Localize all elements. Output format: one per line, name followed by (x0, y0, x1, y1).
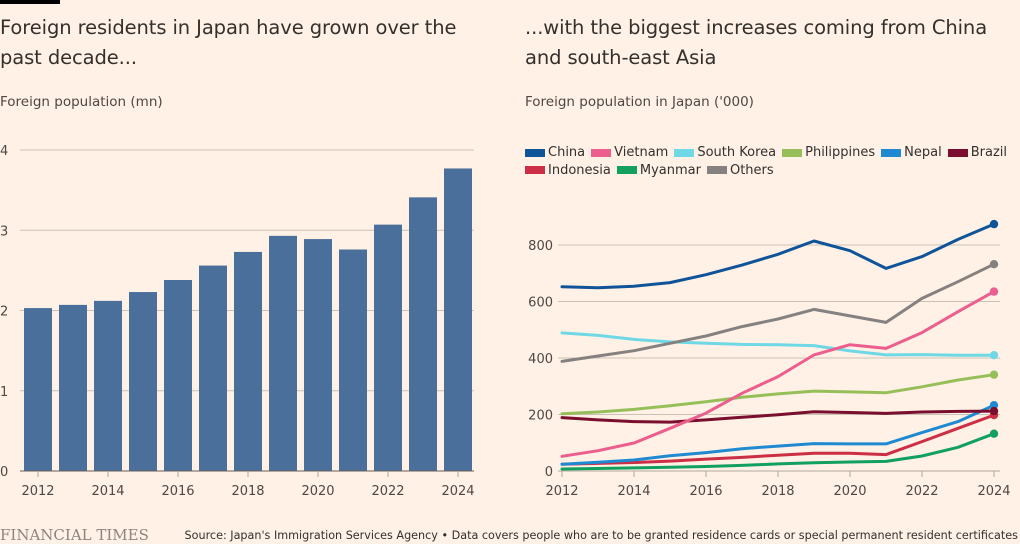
legend-item-south-korea: South Korea (674, 144, 776, 161)
series-line-myanmar (560, 432, 996, 471)
x-tick-label: 2018 (761, 484, 794, 499)
series-line-indonesia (560, 413, 996, 466)
y-tick-label: 800 (528, 239, 553, 254)
legend-item-others: Others (706, 162, 774, 179)
legend-swatch (706, 166, 727, 174)
bar-2020 (304, 239, 332, 471)
legend-label: Vietnam (614, 145, 669, 160)
bar-chart: 0 1 2 3 4 2012 2014 2016 2018 2020 2022 2024 (0, 144, 475, 499)
x-tick-label: 2016 (689, 484, 722, 499)
x-tick-label: 2018 (231, 484, 264, 499)
legend-item-vietnam: Vietnam (591, 144, 668, 161)
x-tick-label: 2024 (441, 484, 474, 499)
bar-2013 (59, 304, 87, 471)
y-tick-label: 600 (528, 296, 553, 311)
x-tick-label: 2016 (161, 484, 194, 499)
legend-item-myanmar: Myanmar (616, 162, 701, 179)
left-chart-title: Foreign residents in Japan have grown ov… (0, 16, 457, 69)
legend-label: Brazil (970, 145, 1007, 160)
x-tick-label: 2012 (545, 484, 578, 499)
right-chart-subtitle: Foreign population in Japan ('000) (525, 94, 754, 110)
bar-2019 (269, 235, 297, 471)
end-marker-nepal (989, 400, 999, 410)
legend-label: Indonesia (548, 162, 611, 178)
legend-swatch (947, 148, 968, 157)
bar-2022 (374, 224, 402, 471)
x-tick-label: 2014 (91, 484, 124, 499)
bar-2017 (199, 265, 227, 471)
ft-logo: FINANCIAL TIMES (0, 526, 149, 544)
series-line-china (560, 222, 996, 290)
x-tick-label: 2022 (371, 484, 404, 499)
legend-swatch (881, 148, 902, 157)
legend-label: Myanmar (639, 162, 701, 178)
legend-label: South Korea (697, 145, 777, 160)
legend-swatch (525, 166, 545, 174)
legend-swatch (782, 148, 803, 157)
x-tick-label: 2024 (977, 484, 1010, 499)
end-marker-others (989, 260, 999, 269)
end-marker-vietnam (989, 287, 999, 296)
legend-label: China (548, 145, 586, 160)
y-tick-label: 400 (528, 352, 553, 367)
bar-2012 (24, 308, 52, 471)
bar-2024 (444, 168, 472, 471)
x-tick-label: 2022 (905, 484, 938, 499)
series-line-vietnam (560, 290, 996, 458)
series-line-brazil (560, 409, 996, 424)
bar-2016 (164, 280, 192, 471)
series-line-south-korea (560, 331, 996, 357)
legend-item-nepal: Nepal (881, 144, 942, 161)
legend-item-brazil: Brazil (947, 144, 1007, 161)
y-tick-label: 3 (0, 224, 8, 239)
end-marker-brazil (989, 406, 999, 416)
series-line-philippines (560, 373, 996, 416)
y-tick-label: 2 (0, 305, 8, 320)
x-tick-label: 2020 (301, 484, 334, 499)
x-tick-label: 2012 (21, 484, 54, 499)
x-tick-label: 2014 (617, 484, 650, 499)
series-line-others (560, 262, 996, 363)
legend-swatch (674, 148, 695, 157)
legend-label: Nepal (904, 145, 942, 160)
legend-item-philippines: Philippines (782, 144, 875, 161)
bar-2021 (339, 249, 367, 471)
legend-swatch (525, 148, 545, 157)
y-tick-label: 0 (545, 465, 553, 480)
end-marker-myanmar (989, 429, 999, 438)
legend-swatch (616, 166, 637, 174)
end-marker-china (989, 219, 999, 229)
y-tick-label: 4 (0, 144, 8, 159)
bar-2014 (94, 300, 122, 471)
y-tick-label: 200 (528, 409, 553, 424)
end-marker-philippines (989, 370, 999, 379)
legend-item-indonesia: Indonesia (525, 162, 611, 179)
ft-brand-bar (0, 0, 60, 4)
legend-label: Philippines (805, 145, 876, 160)
right-chart-title: ...with the biggest increases coming fro… (525, 16, 988, 69)
legend-swatch (591, 148, 612, 157)
source-note: Source: Japan's Immigration Services Age… (184, 529, 1018, 542)
bar-2023 (409, 197, 437, 471)
x-tick-label: 2020 (833, 484, 866, 499)
line-chart: 0 200 400 600 800 2012 2014 2016 2018 2020 2022 202… (528, 219, 1011, 499)
legend-label: Others (729, 162, 774, 178)
bar-2015 (129, 292, 157, 471)
y-tick-label: 0 (0, 465, 8, 480)
end-marker-south-korea (989, 350, 999, 360)
bar-2018 (234, 251, 262, 471)
legend-item-china: China (525, 144, 585, 161)
legend: China Vietnam South Korea Philippines Nepal B… (525, 144, 1015, 179)
series-line-nepal (560, 403, 996, 466)
left-chart-subtitle: Foreign population (mn) (0, 94, 163, 110)
y-tick-label: 1 (0, 385, 8, 400)
